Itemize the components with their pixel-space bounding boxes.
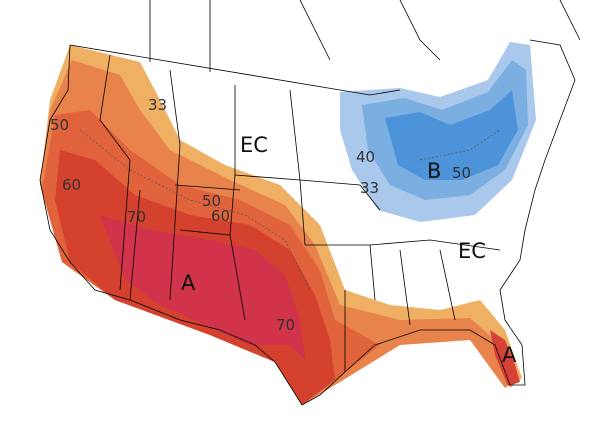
border-north [69, 44, 401, 96]
contour [79, 129, 501, 291]
contour-label: 60 [62, 176, 81, 194]
labels: 33 50 60 70 50 60 A 70 A EC EC 40 33 B 5… [50, 96, 517, 367]
category-label: EC [240, 133, 268, 157]
contour-label: 70 [127, 208, 146, 226]
canada-lines [149, 0, 581, 72]
zone-b-dark [385, 90, 518, 180]
zone-a-fl [490, 330, 520, 386]
contour-label: 70 [276, 316, 295, 334]
contour-label: 60 [211, 207, 230, 225]
zone-70 [100, 215, 305, 360]
contour-label: 33 [148, 96, 167, 114]
category-label: A [181, 271, 196, 295]
contour-label: 50 [202, 192, 221, 210]
contour-label: 40 [356, 148, 375, 166]
shading [40, 42, 536, 405]
state-lines [99, 54, 501, 372]
contour-label: 33 [360, 179, 379, 197]
category-label: EC [458, 239, 486, 263]
contour-label: 50 [452, 164, 471, 182]
contour-label: 50 [50, 116, 69, 134]
category-label: A [502, 343, 517, 367]
boundaries [39, 0, 581, 406]
category-label: B [427, 159, 441, 183]
us-outline [39, 39, 576, 406]
